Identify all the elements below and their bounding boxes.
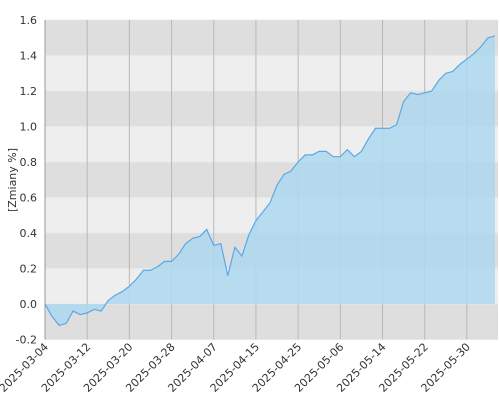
y-axis-label: [Zmiany %] <box>6 148 19 212</box>
y-tick-label: 1.0 <box>20 121 38 134</box>
y-tick-label: 0.8 <box>20 156 38 169</box>
band <box>45 304 498 340</box>
y-tick-label: 1.6 <box>20 14 38 27</box>
y-tick-label: 0.2 <box>20 263 38 276</box>
line <box>44 35 496 326</box>
band <box>45 20 498 56</box>
y-tick-label: 1.4 <box>20 50 38 63</box>
area <box>45 35 495 326</box>
y-tick-label: 1.2 <box>20 85 38 98</box>
y-tick-label: 0.6 <box>20 192 38 205</box>
y-tick-label: 0.4 <box>20 227 38 240</box>
y-tick-label: -0.2 <box>16 334 37 347</box>
y-tick-label: 0.0 <box>20 298 38 311</box>
